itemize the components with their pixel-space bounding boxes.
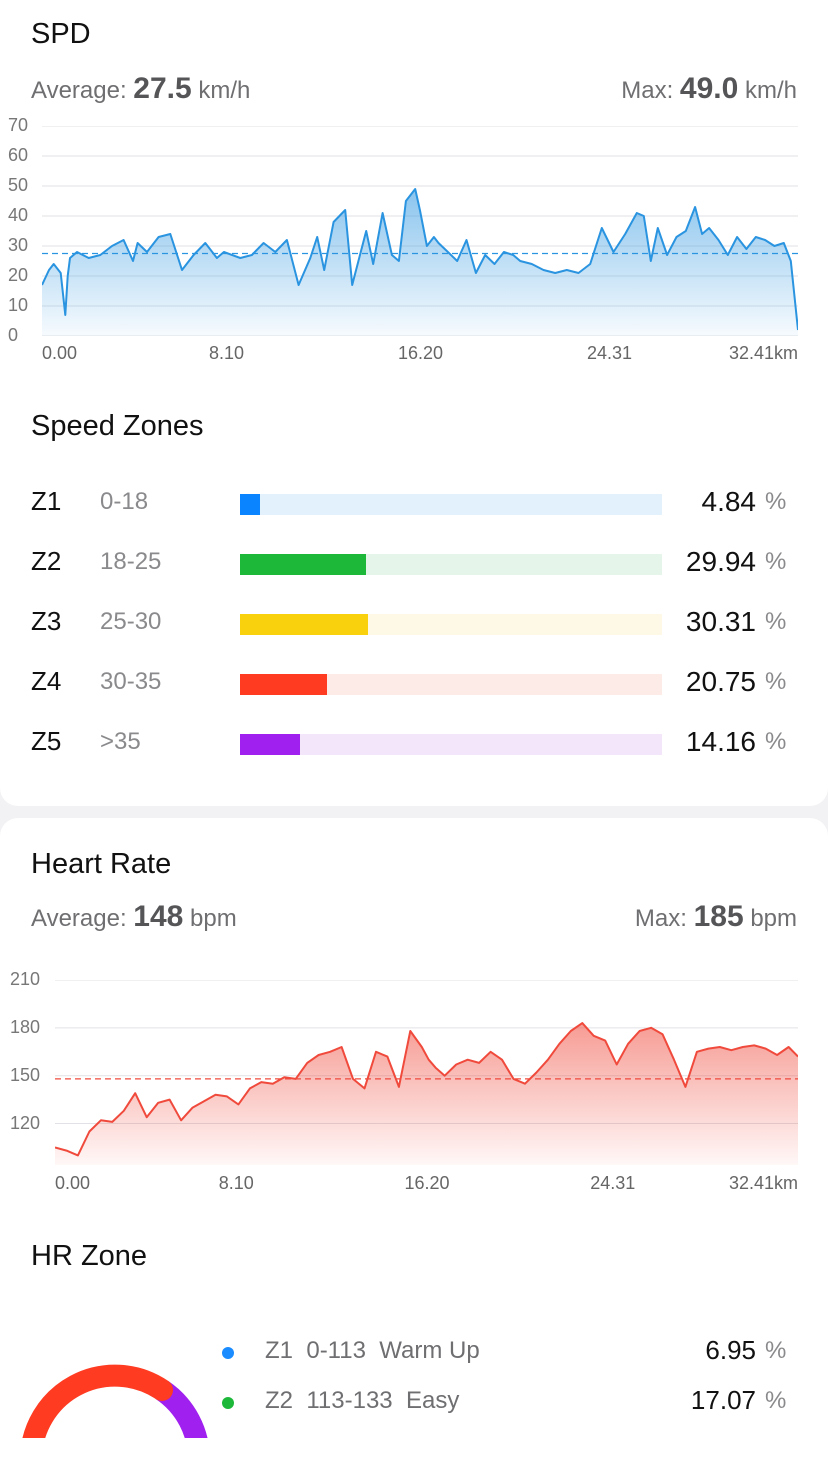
zone-percent: 14.16 bbox=[685, 726, 756, 757]
zone-percent-symbol: % bbox=[765, 608, 787, 635]
speed-zone-row: Z3 25-30 30.31% bbox=[0, 604, 828, 644]
zone-id: Z4 bbox=[31, 666, 62, 696]
y-tick-label: 210 bbox=[10, 969, 41, 989]
hr-zone-label: Z1 0-113 Warm Up bbox=[265, 1337, 480, 1364]
y-tick-label: 40 bbox=[8, 205, 29, 225]
y-tick-label: 30 bbox=[8, 235, 29, 255]
zone-range: 0-18 bbox=[100, 488, 149, 515]
speed-zone-row: Z2 18-25 29.94% bbox=[0, 544, 828, 584]
zone-range: 25-30 bbox=[100, 608, 162, 635]
zone-bar-fill bbox=[240, 734, 300, 755]
y-tick-label: 10 bbox=[8, 295, 29, 315]
hr-zone-percent-symbol: % bbox=[765, 1337, 787, 1364]
spd-chart[interactable] bbox=[42, 126, 798, 336]
spd-max-value: 49.0 bbox=[679, 72, 739, 105]
hr-zone-title: HR Zone bbox=[31, 1240, 148, 1272]
zone-bar-fill bbox=[240, 674, 328, 695]
hr-average-unit: bpm bbox=[190, 905, 237, 932]
spd-max-label: Max: bbox=[621, 77, 674, 104]
zone-id: Z1 bbox=[31, 486, 62, 516]
zone-bar-fill bbox=[240, 614, 368, 635]
x-tick-label: 8.10 bbox=[218, 1173, 254, 1193]
y-tick-label: 150 bbox=[10, 1064, 41, 1085]
zone-percent: 4.84 bbox=[701, 486, 757, 517]
speed-zone-row: Z5 >35 14.16% bbox=[0, 724, 828, 764]
series-area bbox=[55, 1023, 798, 1165]
zone-id: Z3 bbox=[31, 606, 62, 636]
zone-bar-fill bbox=[240, 494, 261, 515]
y-tick-label: 20 bbox=[8, 265, 29, 285]
y-tick-label: 60 bbox=[8, 145, 29, 165]
hr-max-value: 185 bbox=[693, 900, 744, 933]
speed-zone-row: Z4 30-35 20.75% bbox=[0, 664, 828, 704]
heart-rate-card: Heart Rate Average: 148 bpm Max: 185 bpm… bbox=[0, 818, 828, 1458]
zone-range: >35 bbox=[100, 728, 141, 755]
series-line bbox=[55, 1022, 798, 1157]
zone-id: Z5 bbox=[31, 726, 62, 756]
zone-range: 30-35 bbox=[100, 668, 162, 695]
hr-zone-row: Z2 113-133 Easy 17.07% bbox=[0, 1382, 828, 1422]
spd-average-label: Average: bbox=[31, 77, 127, 104]
zone-percent: 30.31 bbox=[685, 606, 756, 637]
zone-percent-symbol: % bbox=[765, 548, 787, 575]
zone-percent-symbol: % bbox=[765, 668, 787, 695]
hr-zone-row: Z1 0-113 Warm Up 6.95% bbox=[0, 1332, 828, 1372]
speed-card: SPD Average: 27.5 km/h Max: 49.0 km/h 70… bbox=[0, 0, 828, 806]
zone-bar-fill bbox=[240, 554, 367, 575]
x-tick-label: 16.20 bbox=[404, 1173, 450, 1193]
x-tick-label: 0.00 bbox=[42, 343, 78, 363]
series-area bbox=[42, 189, 798, 336]
hr-zone-dot bbox=[222, 1347, 234, 1359]
spd-average: Average: 27.5 km/h bbox=[31, 72, 250, 106]
hr-zone-percent: 17.07 bbox=[690, 1385, 756, 1415]
hr-chart[interactable] bbox=[55, 980, 798, 1165]
y-tick-label: 120 bbox=[10, 1112, 41, 1133]
y-tick-label: 180 bbox=[10, 1016, 41, 1037]
spd-average-value: 27.5 bbox=[133, 72, 192, 105]
spd-max-unit: km/h bbox=[744, 77, 797, 104]
speed-zone-row: Z1 0-18 4.84% bbox=[0, 484, 828, 524]
heart-rate-title: Heart Rate bbox=[31, 848, 172, 880]
y-tick-label: 50 bbox=[8, 175, 29, 195]
hr-zone-percent-symbol: % bbox=[765, 1387, 787, 1414]
x-tick-label: 24.31 bbox=[590, 1173, 636, 1193]
x-tick-label: 0.00 bbox=[55, 1173, 91, 1193]
hr-average: Average: 148 bpm bbox=[31, 900, 237, 934]
x-tick-label: 32.41km bbox=[728, 343, 798, 363]
zone-range: 18-25 bbox=[100, 548, 162, 575]
hr-zone-dot bbox=[222, 1397, 234, 1409]
spd-average-unit: km/h bbox=[198, 77, 251, 104]
y-tick-label: 70 bbox=[8, 115, 29, 135]
zone-bar-track bbox=[240, 494, 662, 515]
hr-average-label: Average: bbox=[31, 905, 127, 932]
zone-bar-track bbox=[240, 734, 662, 755]
zone-percent-symbol: % bbox=[765, 728, 787, 755]
hr-average-value: 148 bbox=[133, 900, 184, 933]
hr-max-unit: bpm bbox=[750, 905, 797, 932]
zone-bar-track bbox=[240, 554, 662, 575]
x-tick-label: 32.41km bbox=[728, 1173, 798, 1193]
hr-max: Max: 185 bpm bbox=[635, 900, 797, 934]
x-tick-label: 16.20 bbox=[398, 343, 444, 363]
hr-max-label: Max: bbox=[634, 905, 687, 932]
zone-percent: 29.94 bbox=[685, 546, 756, 577]
hr-zone-percent: 6.95 bbox=[705, 1335, 756, 1365]
spd-title: SPD bbox=[31, 18, 91, 50]
zone-percent-symbol: % bbox=[765, 488, 787, 515]
spd-max: Max: 49.0 km/h bbox=[621, 72, 797, 106]
series-line bbox=[42, 188, 798, 331]
zone-bar-track bbox=[240, 614, 662, 635]
y-tick-label: 0 bbox=[8, 325, 19, 345]
hr-zone-label: Z2 113-133 Easy bbox=[265, 1387, 460, 1414]
zone-id: Z2 bbox=[31, 546, 62, 576]
x-tick-label: 8.10 bbox=[209, 343, 245, 363]
x-tick-label: 24.31 bbox=[587, 343, 633, 363]
zone-bar-track bbox=[240, 674, 662, 695]
zone-percent: 20.75 bbox=[685, 666, 756, 697]
speed-zones-title: Speed Zones bbox=[31, 410, 204, 442]
